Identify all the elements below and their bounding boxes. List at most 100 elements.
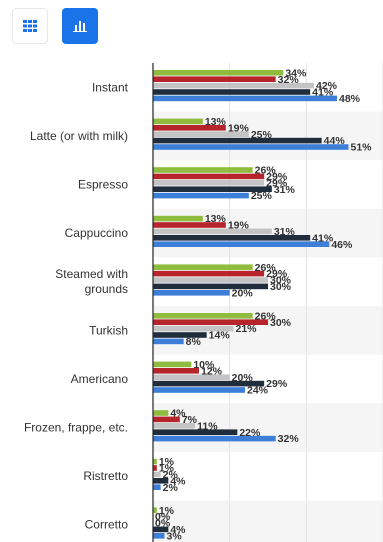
bar (153, 338, 184, 345)
value-label: 41% (312, 87, 334, 99)
value-label: 0% (155, 511, 171, 523)
value-label: 1% (159, 505, 175, 517)
bar (153, 167, 253, 173)
value-label: 13% (205, 213, 227, 225)
value-label: 26% (255, 262, 277, 274)
value-label: 30% (270, 281, 292, 293)
value-label: 0% (155, 518, 171, 530)
bar (153, 125, 226, 131)
bar (153, 435, 276, 442)
value-label: 22% (239, 427, 261, 439)
value-label: 32% (278, 74, 300, 86)
value-label: 46% (331, 239, 353, 251)
bar (153, 410, 169, 416)
bar (153, 319, 268, 325)
category-label: Latte (or with milk) (30, 129, 128, 143)
bar (153, 361, 192, 368)
value-label: 26% (255, 310, 277, 322)
table-view-button[interactable] (12, 8, 48, 44)
bar (153, 144, 349, 150)
bar (153, 380, 265, 387)
value-label: 4% (170, 408, 186, 420)
bar (153, 82, 314, 89)
bar (153, 180, 265, 186)
bar (153, 423, 196, 429)
category-label: Steamed with (55, 267, 128, 281)
bar (153, 290, 230, 296)
value-label: 29% (266, 268, 288, 280)
bar (153, 478, 169, 484)
value-label: 34% (285, 67, 307, 79)
value-label: 41% (312, 232, 334, 244)
value-label: 4% (170, 475, 186, 487)
bar (153, 228, 272, 235)
bar (153, 131, 249, 137)
value-label: 20% (232, 287, 254, 299)
bar (153, 471, 161, 478)
value-label: 48% (339, 93, 361, 105)
bar (153, 277, 268, 283)
bar (153, 76, 276, 82)
value-label: 1% (159, 463, 175, 475)
value-label: 10% (193, 359, 215, 371)
value-label: 14% (209, 330, 231, 342)
bar (153, 89, 311, 95)
row-band (153, 500, 383, 542)
bar (153, 95, 337, 102)
value-label: 3% (167, 530, 183, 542)
value-label: 25% (251, 190, 273, 202)
bar (153, 507, 157, 513)
category-label: Turkish (89, 323, 128, 337)
value-label: 24% (247, 385, 269, 397)
bar (153, 526, 169, 533)
chart-view-button[interactable] (62, 8, 98, 44)
value-label: 1% (159, 456, 175, 468)
bar (153, 173, 265, 180)
value-label: 2% (163, 482, 179, 494)
bar (153, 416, 180, 423)
bar (153, 241, 330, 247)
category-label: Ristretto (83, 469, 128, 483)
value-label: 19% (228, 122, 250, 134)
value-label: 30% (270, 275, 292, 287)
bar (153, 374, 230, 380)
table-grid-icon (23, 20, 37, 32)
category-label: Americano (71, 372, 129, 386)
value-label: 7% (182, 414, 198, 426)
bar (153, 429, 238, 435)
bar (153, 332, 207, 338)
category-label: Corretto (85, 518, 129, 532)
coffee-type-bar-chart: 34%32%42%41%48%13%19%25%44%51%26%29%29%3… (24, 63, 383, 542)
value-label: 30% (270, 317, 292, 329)
bar (153, 465, 157, 471)
category-label: Frozen, frappe, etc. (24, 421, 128, 435)
value-label: 13% (205, 116, 227, 128)
bar (153, 484, 161, 490)
bar (153, 215, 203, 222)
bar (153, 387, 245, 393)
bar (153, 192, 249, 199)
value-label: 4% (170, 524, 186, 536)
bar-chart-icon (73, 21, 87, 32)
bar (153, 283, 268, 290)
category-label: Espresso (78, 178, 128, 192)
bar (153, 270, 265, 277)
value-label: 31% (274, 226, 296, 238)
value-label: 8% (186, 336, 202, 348)
value-label: 31% (274, 184, 296, 196)
bar (153, 186, 272, 192)
bar (153, 137, 322, 144)
value-label: 29% (266, 171, 288, 183)
bar (153, 533, 165, 539)
category-label: grounds (85, 282, 128, 296)
category-label: Cappuccino (65, 226, 129, 240)
value-label: 32% (278, 433, 300, 445)
value-label: 21% (236, 323, 258, 335)
category-label: Instant (92, 80, 129, 94)
bar (153, 264, 253, 270)
view-toggle-toolbar (12, 8, 98, 44)
value-label: 11% (197, 420, 218, 432)
bar (153, 222, 226, 228)
value-label: 29% (266, 177, 288, 189)
bar (153, 368, 199, 374)
